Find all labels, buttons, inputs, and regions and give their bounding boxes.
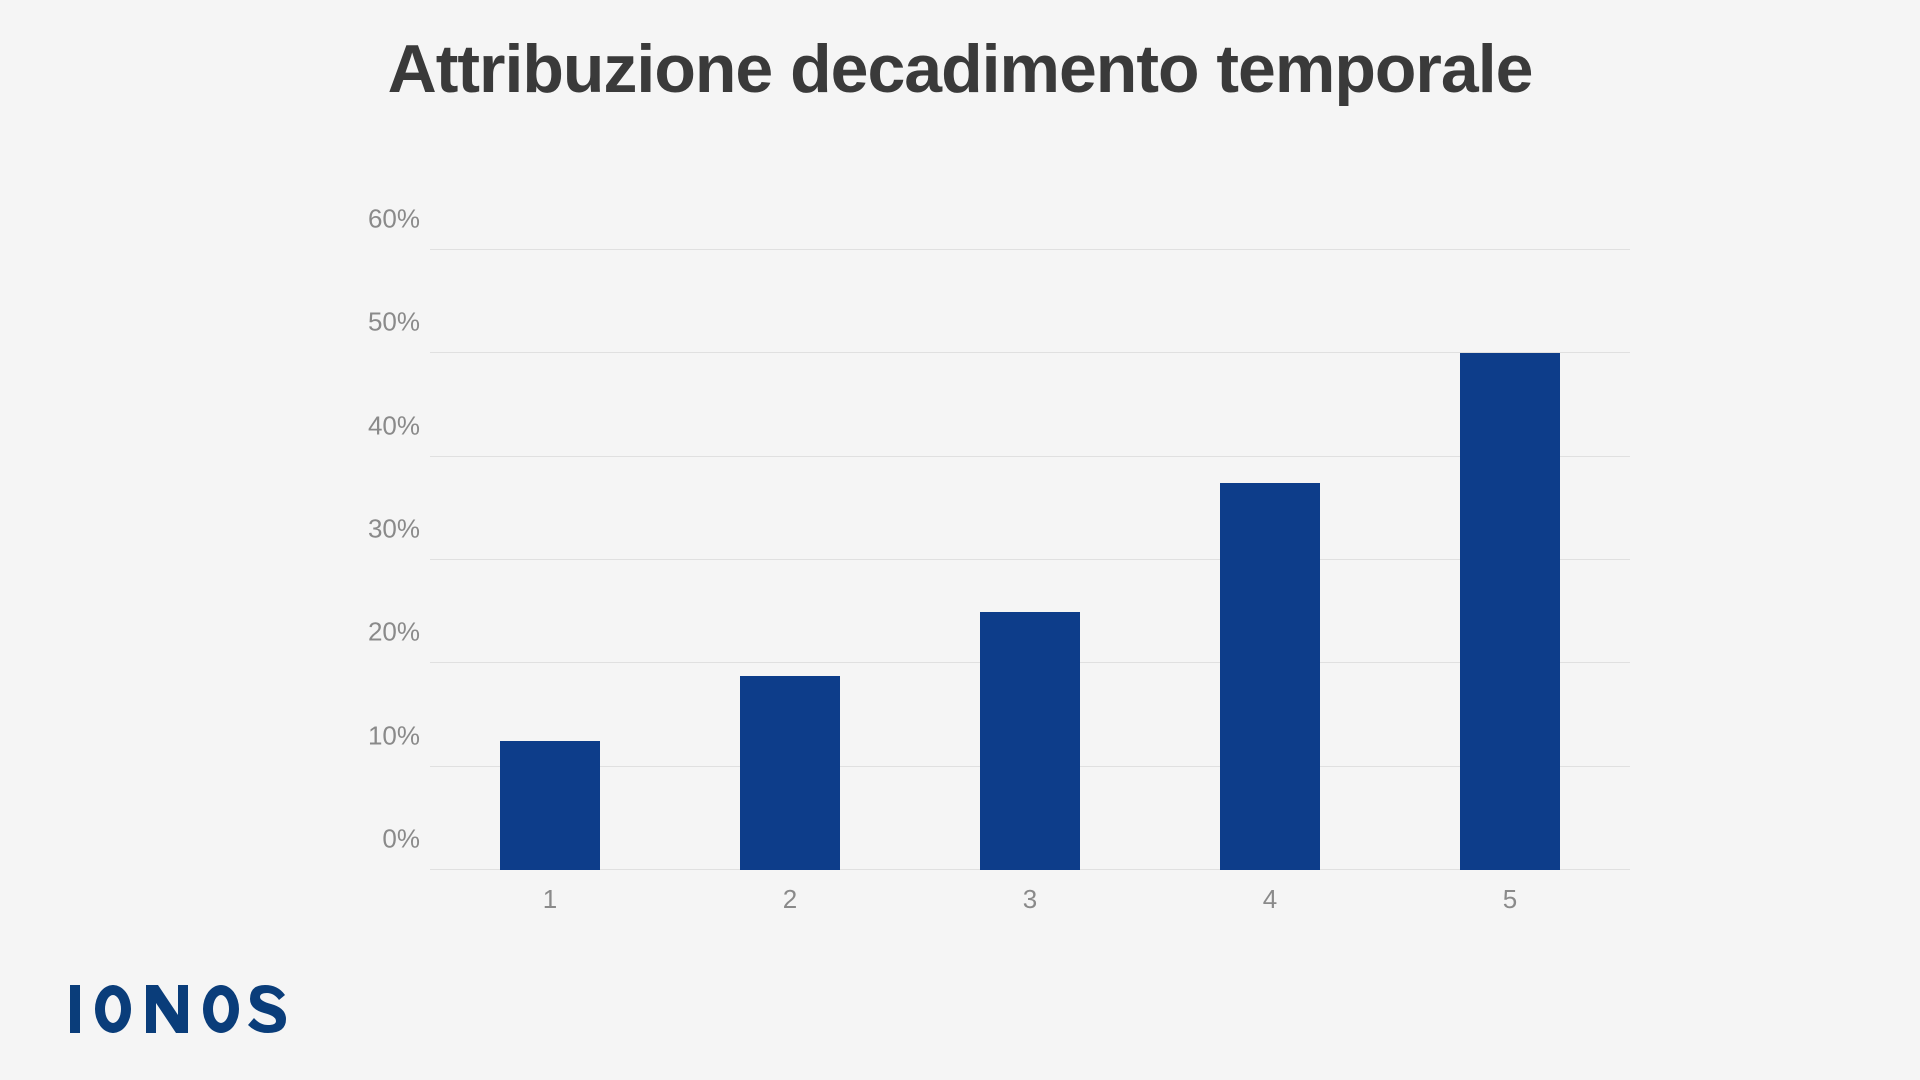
chart-container: 0%10%20%30%40%50%60%12345 (360, 250, 1630, 890)
gridline (430, 352, 1630, 353)
y-axis-label: 0% (360, 824, 420, 855)
gridline (430, 456, 1630, 457)
chart-plot-area: 0%10%20%30%40%50%60%12345 (430, 250, 1630, 870)
chart-title: Attribuzione decadimento temporale (0, 0, 1920, 108)
x-axis-label: 3 (1023, 884, 1037, 915)
gridline (430, 559, 1630, 560)
x-axis-label: 1 (543, 884, 557, 915)
y-axis-label: 10% (360, 720, 420, 751)
x-axis-label: 2 (783, 884, 797, 915)
y-axis-label: 20% (360, 617, 420, 648)
x-axis-label: 5 (1503, 884, 1517, 915)
y-axis-label: 30% (360, 514, 420, 545)
gridline (430, 249, 1630, 250)
x-axis-label: 4 (1263, 884, 1277, 915)
bar (980, 612, 1080, 870)
bar (740, 676, 840, 870)
ionos-logo-icon (70, 985, 290, 1033)
bar (1220, 483, 1320, 871)
bar (1460, 353, 1560, 870)
y-axis-label: 40% (360, 410, 420, 441)
y-axis-label: 50% (360, 307, 420, 338)
bar (500, 741, 600, 870)
y-axis-label: 60% (360, 204, 420, 235)
ionos-logo (70, 985, 290, 1045)
